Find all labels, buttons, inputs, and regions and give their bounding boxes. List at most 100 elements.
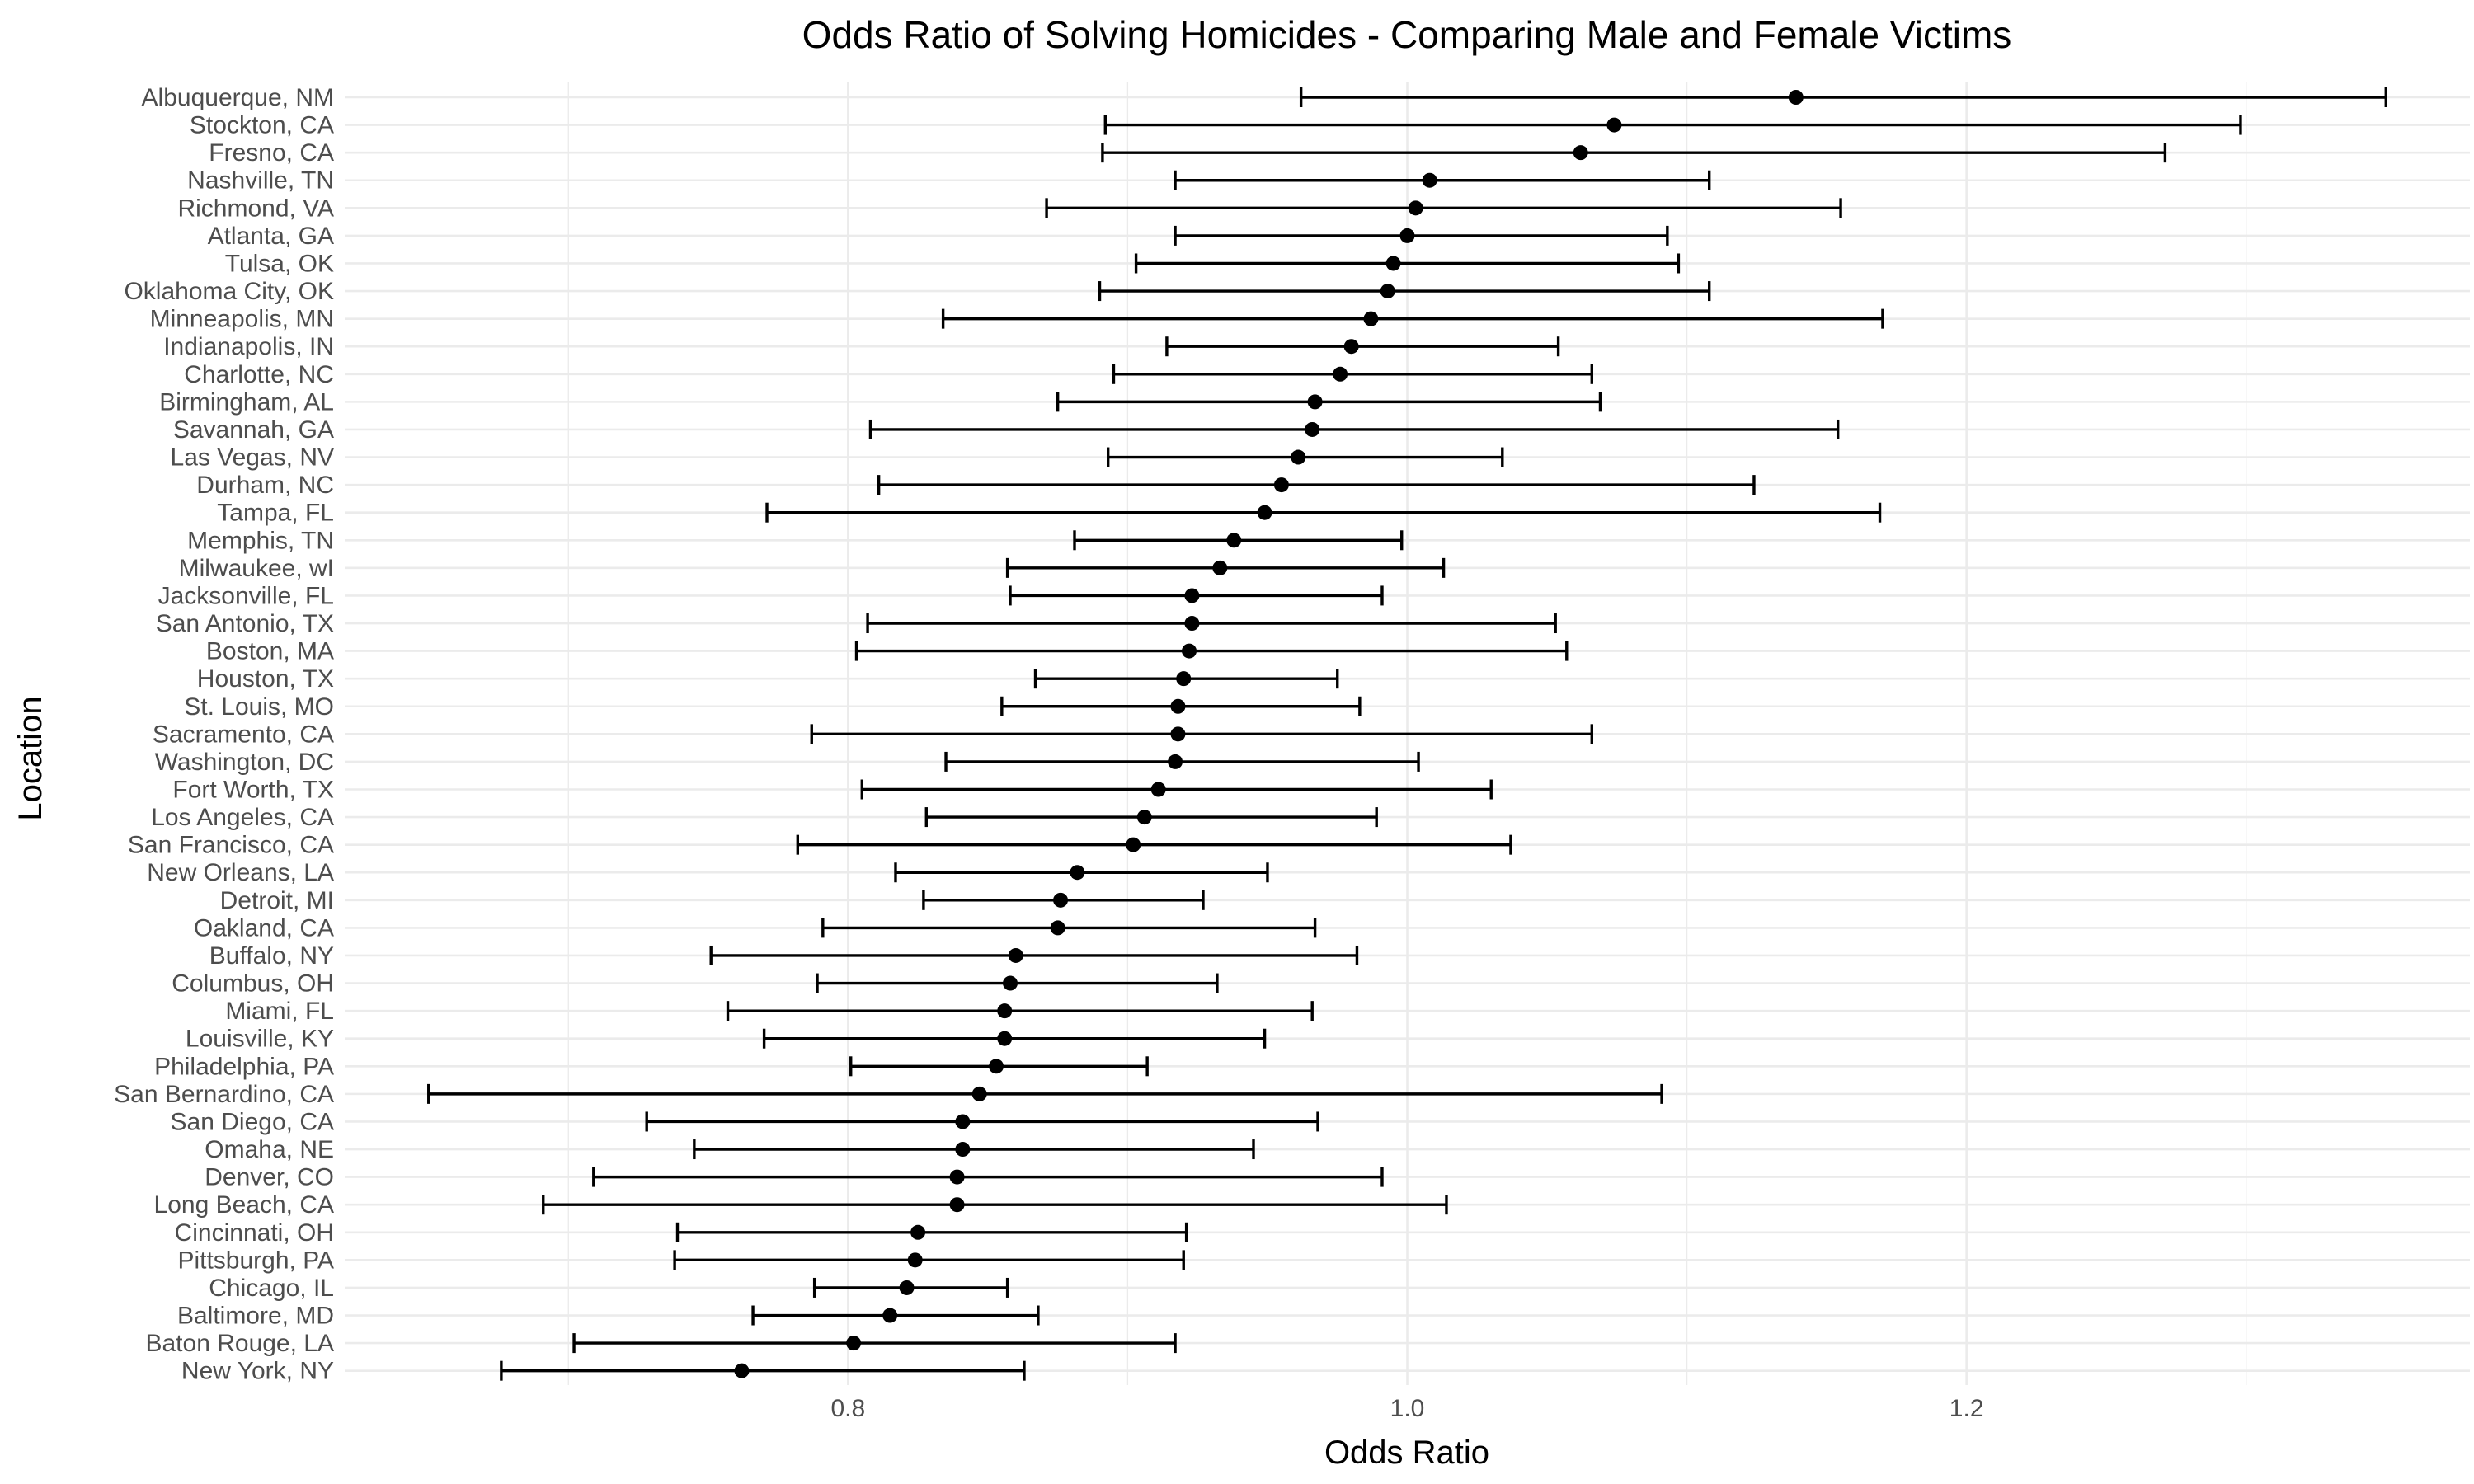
y-tick-label: Charlotte, NC [184, 361, 334, 388]
estimate-point [910, 1224, 926, 1240]
x-tick-label: 0.8 [830, 1395, 865, 1422]
y-tick-label: Pittsburgh, PA [177, 1247, 334, 1274]
x-tick-label: 1.2 [1950, 1395, 1984, 1422]
estimate-point [1150, 782, 1166, 797]
y-tick-label: Denver, CO [205, 1164, 334, 1191]
estimate-point [971, 1086, 987, 1101]
estimate-point [1380, 284, 1395, 299]
estimate-point [1168, 754, 1183, 769]
estimate-point [882, 1308, 898, 1323]
estimate-point [1182, 643, 1197, 659]
estimate-point [1184, 616, 1200, 632]
estimate-point [1363, 311, 1379, 326]
y-tick-label: Oklahoma City, OK [124, 278, 334, 305]
y-tick-label: San Bernardino, CA [114, 1081, 334, 1108]
x-tick-label: 1.0 [1390, 1395, 1425, 1422]
y-tick-label: Houston, TX [197, 665, 334, 693]
estimate-point [1050, 920, 1065, 936]
y-tick-label: Savannah, GA [173, 416, 334, 444]
y-tick-label: Cincinnati, OH [175, 1219, 334, 1247]
y-tick-label: Nashville, TN [187, 167, 334, 195]
y-tick-label: Minneapolis, MN [150, 306, 334, 333]
estimate-point [1003, 975, 1018, 991]
y-tick-label: Louisville, KY [186, 1026, 334, 1053]
estimate-point [1136, 810, 1152, 825]
estimate-point [1399, 228, 1415, 243]
estimate-point [1343, 339, 1359, 355]
y-tick-label: Tampa, FL [217, 500, 334, 527]
y-tick-label: Birmingham, AL [159, 388, 334, 416]
y-tick-label: Baltimore, MD [177, 1303, 334, 1330]
estimate-point [1257, 505, 1272, 520]
x-axis-title: Odds Ratio [1324, 1435, 1489, 1471]
y-tick-label: Baton Rouge, LA [145, 1330, 334, 1357]
estimate-point [1788, 90, 1804, 105]
y-tick-label: Long Beach, CA [154, 1191, 334, 1219]
y-tick-label: Las Vegas, NV [171, 444, 334, 472]
estimate-point [1422, 172, 1437, 188]
y-tick-label: Oakland, CA [194, 914, 334, 942]
y-tick-label: Los Angeles, CA [151, 804, 334, 831]
estimate-point [949, 1197, 965, 1213]
estimate-point [907, 1252, 923, 1268]
estimate-point [846, 1336, 862, 1351]
y-tick-label: Atlanta, GA [208, 223, 334, 250]
x-tick-labels: 0.8 1.0 1.2 [830, 1395, 1983, 1422]
estimate-point [1053, 892, 1069, 908]
y-tick-label: Tulsa, OK [225, 250, 334, 277]
y-tick-label: St. Louis, MO [184, 693, 334, 721]
y-tick-label: Boston, MA [206, 638, 334, 665]
estimate-point [955, 1114, 971, 1129]
chart-title: Odds Ratio of Solving Homicides - Compar… [802, 13, 2012, 56]
y-axis-title: Location [12, 696, 49, 820]
y-tick-label: Jacksonville, FL [158, 582, 334, 609]
estimate-point [1305, 421, 1320, 437]
estimate-point [1008, 947, 1023, 963]
estimate-point [1573, 145, 1588, 161]
estimate-point [1170, 726, 1186, 742]
estimate-point [1212, 560, 1228, 575]
estimate-point [734, 1363, 750, 1378]
estimate-point [1126, 837, 1141, 852]
y-tick-label: New Orleans, LA [147, 859, 334, 886]
y-tick-label: Durham, NC [196, 472, 334, 499]
estimate-point [1273, 477, 1289, 493]
estimate-points [734, 90, 1804, 1378]
y-tick-label: Stockton, CA [190, 112, 334, 139]
estimate-point [1070, 865, 1085, 881]
estimate-point [1226, 533, 1242, 548]
y-tick-label: Richmond, VA [177, 195, 334, 222]
y-tick-label: Detroit, MI [220, 887, 334, 914]
estimate-point [1333, 366, 1348, 382]
y-tick-label: Fresno, CA [209, 139, 334, 167]
estimate-point [1307, 394, 1323, 410]
y-tick-label: Omaha, NE [205, 1136, 334, 1163]
y-tick-label: Miami, FL [225, 998, 334, 1025]
y-tick-label: Columbus, OH [172, 970, 334, 998]
y-tick-label: Washington, DC [155, 749, 334, 776]
estimate-point [1606, 117, 1622, 133]
y-tick-label: San Diego, CA [171, 1108, 334, 1135]
estimate-point [899, 1280, 915, 1295]
estimate-point [989, 1059, 1004, 1074]
estimate-point [1408, 200, 1423, 216]
estimate-point [997, 1031, 1013, 1046]
estimate-point [1176, 671, 1192, 687]
y-tick-label: Fort Worth, TX [172, 777, 334, 804]
estimate-point [955, 1142, 971, 1158]
y-tick-label: Albuquerque, NM [142, 84, 334, 111]
y-tick-label: San Francisco, CA [128, 832, 334, 859]
y-tick-label: Indianapolis, IN [163, 333, 334, 360]
y-tick-label: Buffalo, NY [209, 942, 334, 970]
y-tick-label: Milwaukee, wI [179, 555, 334, 582]
y-tick-label: Chicago, IL [209, 1275, 334, 1302]
y-tick-label: Philadelphia, PA [154, 1053, 334, 1080]
estimate-point [949, 1169, 965, 1185]
estimate-point [997, 1003, 1013, 1019]
y-tick-label: Sacramento, CA [153, 721, 334, 748]
estimate-point [1170, 698, 1186, 714]
y-tick-label: Memphis, TN [187, 527, 334, 554]
estimate-point [1184, 588, 1200, 603]
